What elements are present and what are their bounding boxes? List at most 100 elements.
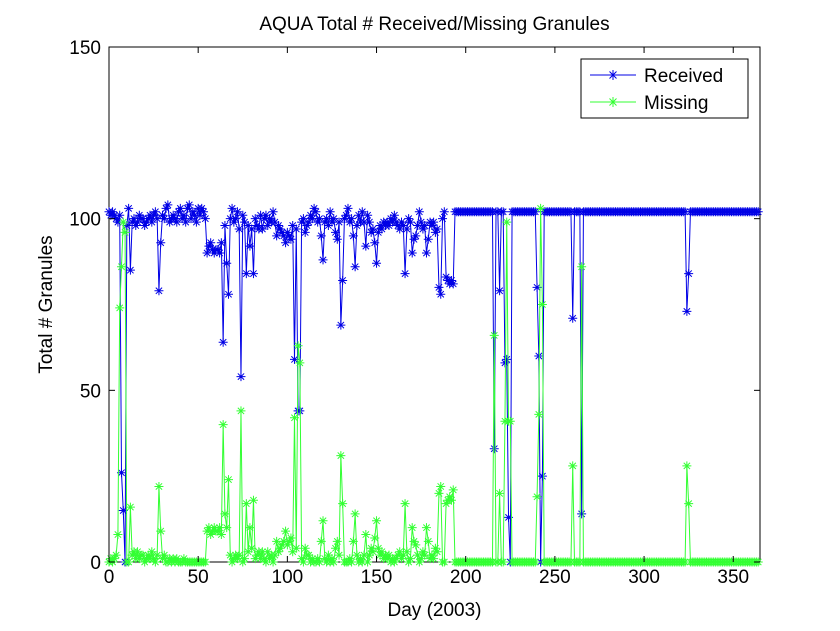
data-point-received	[297, 217, 307, 227]
data-point-missing	[364, 550, 374, 560]
data-point-received	[150, 207, 160, 217]
data-point-missing	[363, 557, 373, 567]
data-point-received	[188, 207, 198, 217]
data-point-missing	[347, 557, 357, 567]
data-point-missing	[234, 550, 244, 560]
data-point-missing	[327, 554, 337, 564]
data-point-missing	[240, 554, 250, 564]
data-point-missing	[495, 488, 505, 498]
data-point-received	[282, 227, 292, 237]
data-point-received	[218, 337, 228, 347]
data-point-missing	[368, 547, 378, 557]
data-point-received	[186, 214, 196, 224]
data-point-received	[289, 354, 299, 364]
data-point-missing	[336, 451, 346, 461]
data-point-received	[350, 262, 360, 272]
data-point-missing	[156, 526, 166, 536]
data-point-received	[753, 207, 763, 217]
data-point-missing	[316, 536, 326, 546]
data-point-missing	[159, 550, 169, 560]
data-point-received	[393, 221, 403, 231]
data-point-missing	[222, 523, 232, 533]
data-point-missing	[370, 533, 380, 543]
legend-marker-received	[608, 70, 618, 80]
axis-ticks: 0 50 100 150 200 250 300 350 0 50 100 150	[69, 38, 760, 588]
data-point-missing	[297, 554, 307, 564]
data-point-received	[209, 248, 219, 258]
data-point-received	[327, 217, 337, 227]
legend-label-missing: Missing	[644, 93, 708, 114]
data-point-missing	[355, 554, 365, 564]
data-point-missing	[293, 341, 303, 351]
data-point-received	[423, 234, 433, 244]
data-point-missing	[416, 554, 426, 564]
data-point-received	[229, 217, 239, 227]
data-point-received	[154, 286, 164, 296]
data-point-received	[184, 200, 194, 210]
data-point-missing	[307, 554, 317, 564]
data-point-received	[325, 207, 335, 217]
data-point-received	[147, 217, 157, 227]
data-point-missing	[111, 550, 121, 560]
data-point-received	[241, 269, 251, 279]
data-point-missing	[257, 547, 267, 557]
data-point-received	[500, 358, 510, 368]
data-point-received	[243, 221, 253, 231]
data-point-received	[182, 203, 192, 213]
data-point-missing	[505, 416, 515, 426]
data-point-received	[322, 214, 332, 224]
data-point-received	[430, 227, 440, 237]
data-point-received	[272, 231, 282, 241]
data-point-received	[181, 217, 191, 227]
data-point-missing	[125, 502, 135, 512]
data-point-received	[339, 214, 349, 224]
data-point-missing	[334, 550, 344, 560]
data-point-received	[261, 210, 271, 220]
data-point-received	[265, 214, 275, 224]
data-point-received	[413, 221, 423, 231]
data-point-received	[407, 248, 417, 258]
data-point-missing	[329, 557, 339, 567]
data-point-received	[404, 214, 414, 224]
data-point-received	[357, 207, 367, 217]
data-point-missing	[332, 536, 342, 546]
data-point-missing	[372, 516, 382, 526]
data-point-received	[438, 214, 448, 224]
data-point-received	[156, 238, 166, 248]
data-point-received	[277, 227, 287, 237]
data-point-missing	[138, 550, 148, 560]
data-point-missing	[147, 547, 157, 557]
data-point-missing	[291, 543, 301, 553]
data-point-received	[568, 313, 578, 323]
data-point-received	[170, 214, 180, 224]
data-point-received	[232, 207, 242, 217]
data-point-received	[375, 221, 385, 231]
data-point-missing	[314, 557, 324, 567]
data-point-received	[111, 214, 121, 224]
data-point-missing	[263, 547, 273, 557]
data-point-received	[197, 203, 207, 213]
data-point-received	[306, 210, 316, 220]
axes-box	[108, 46, 761, 563]
data-point-received	[313, 217, 323, 227]
data-point-received	[366, 227, 376, 237]
data-point-missing	[140, 557, 150, 567]
data-point-missing	[446, 495, 456, 505]
data-point-missing	[158, 554, 168, 564]
data-point-received	[190, 210, 200, 220]
data-point-received	[386, 214, 396, 224]
data-point-received	[291, 224, 301, 234]
x-tick-label: 150	[361, 567, 393, 588]
data-point-missing	[377, 547, 387, 557]
data-point-missing	[413, 550, 423, 560]
data-point-missing	[232, 554, 242, 564]
data-point-received	[336, 320, 346, 330]
data-point-missing	[215, 523, 225, 533]
data-point-received	[223, 289, 233, 299]
data-point-received	[220, 221, 230, 231]
data-point-received	[309, 203, 319, 213]
data-point-missing	[218, 420, 228, 430]
data-point-received	[418, 224, 428, 234]
data-point-received	[161, 203, 171, 213]
data-point-missing	[398, 550, 408, 560]
